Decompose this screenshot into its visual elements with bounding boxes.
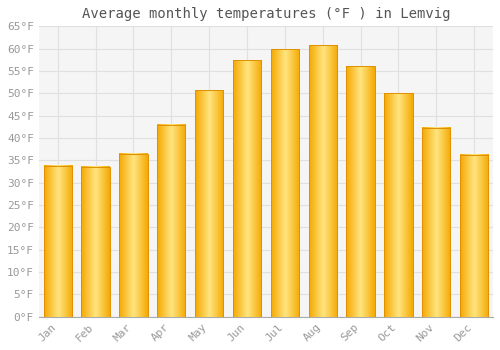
- Bar: [270, 49, 299, 317]
- Bar: [82, 167, 110, 317]
- Bar: [384, 93, 412, 317]
- Title: Average monthly temperatures (°F ) in Lemvig: Average monthly temperatures (°F ) in Le…: [82, 7, 450, 21]
- Bar: [119, 154, 148, 317]
- Bar: [346, 66, 375, 317]
- Bar: [308, 45, 337, 317]
- Bar: [195, 90, 224, 317]
- Bar: [44, 166, 72, 317]
- Bar: [422, 128, 450, 317]
- Bar: [233, 60, 261, 317]
- Bar: [157, 125, 186, 317]
- Bar: [460, 155, 488, 317]
